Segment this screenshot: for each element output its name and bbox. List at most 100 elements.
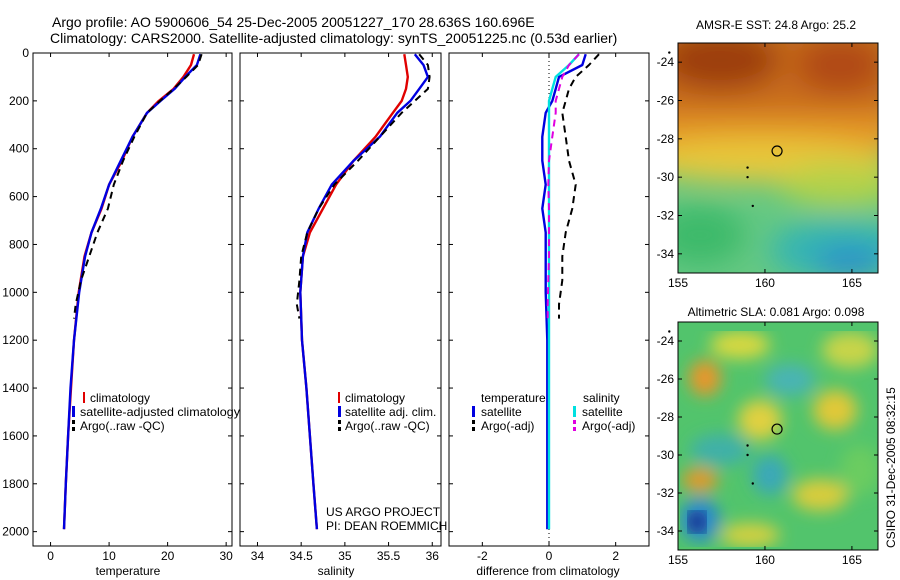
sla-orange-patch	[682, 468, 718, 492]
y-tick-label: -24	[657, 334, 675, 348]
sst-field	[678, 43, 878, 273]
series-line-argo-raw-qc	[73, 53, 203, 319]
legend-swatch-argo	[338, 420, 341, 424]
x-tick-label: 0	[47, 549, 54, 563]
y-tick-label: 1600	[2, 429, 29, 443]
panel-salinity: 34 34.5 35 35.5 36 salinity climatology sate…	[239, 52, 447, 578]
legend-label-satellite: satellite-adjusted climatology	[80, 405, 240, 419]
series-line-climatology	[62, 53, 196, 530]
y-tick-label: -34	[657, 247, 675, 261]
legend-label-temp-satellite: satellite	[481, 405, 522, 419]
legend-label-climatology: climatology	[345, 391, 405, 405]
y-tick-label: 0	[22, 46, 29, 60]
x-tick-label: 20	[161, 549, 175, 563]
sla-yellow-patch	[738, 400, 782, 440]
sla-cyan-patch	[690, 434, 750, 466]
legend-label-satellite: satellite adj. clim.	[345, 405, 436, 419]
x-tick-label: 35	[338, 549, 352, 563]
legend-label-argo: Argo(..raw -QC)	[345, 419, 430, 433]
x-tick-label: 30	[219, 549, 233, 563]
y-tick-label: 1200	[2, 333, 29, 347]
sst-map-title: AMSR-E SST: 24.8 Argo: 25.2	[696, 18, 856, 32]
sla-field	[678, 322, 878, 550]
track-point	[751, 482, 754, 485]
sst-yellow-green	[780, 163, 878, 207]
legend-swatch-temp-argo-2	[472, 427, 475, 431]
track-point	[746, 175, 749, 179]
project-credit: US ARGO PROJECT	[326, 505, 441, 519]
salinity-legend: climatology satellite adj. clim. Argo(..…	[338, 391, 436, 433]
x-tick-label: 155	[668, 553, 688, 567]
sla-orange-patch	[689, 360, 721, 396]
y-tick-label: -34	[657, 524, 675, 538]
legend-swatch-satellite	[338, 406, 341, 417]
y-tick-label: 1400	[2, 381, 29, 395]
x-tick-label: 155	[668, 276, 688, 290]
difference-xlabel: difference from climatology	[476, 564, 619, 578]
sla-map-title: Altimetric SLA: 0.081 Argo: 0.098	[688, 305, 865, 319]
sst-hot-core	[678, 43, 780, 90]
x-tick-label: 160	[755, 553, 775, 567]
series-line-climatology	[299, 54, 409, 530]
sla-yellow-patch	[720, 523, 780, 547]
y-tick-label: -26	[657, 94, 675, 108]
sla-cyan-patch	[765, 364, 815, 396]
salinity-xlabel: salinity	[318, 564, 355, 578]
sst-frame	[677, 42, 879, 274]
track-point	[746, 444, 749, 447]
legend-title-temperature: temperature	[481, 391, 546, 405]
x-tick-label: 35.5	[377, 549, 401, 563]
panel-salinity-frame	[239, 52, 442, 547]
x-tick-label: 165	[842, 553, 862, 567]
sla-yellow-patch	[822, 332, 878, 368]
sst-blue-zone	[815, 248, 878, 273]
y-tick-label: -26	[657, 372, 675, 386]
series-line-temperature-satellite	[541, 53, 587, 530]
argo-position-marker	[771, 145, 783, 157]
track-point	[751, 204, 754, 208]
sla-green-patch	[840, 445, 878, 495]
track-point	[668, 51, 671, 54]
legend-label-climatology: climatology	[90, 391, 150, 405]
csiro-stamp: CSIRO 31-Dec-2005 08:32:15	[884, 387, 898, 548]
temperature-plot: 0 10 20 30 0 200 400 600 800 1000 1200 1400 1600 1800…	[2, 46, 233, 563]
legend-swatch-argo-2	[338, 427, 341, 431]
legend-label-sal-argo: Argo(-adj)	[582, 419, 635, 433]
legend-swatch-argo-2	[72, 427, 75, 431]
series-line-satellite-adj-clim	[299, 53, 430, 530]
y-tick-label: 1800	[2, 477, 29, 491]
legend-swatch-argo	[72, 420, 75, 424]
legend-swatch-sal-argo	[573, 420, 576, 424]
sla-yellow-patch	[792, 479, 848, 511]
legend-swatch-sal-satellite	[573, 406, 576, 417]
difference-plot: -2 0 2	[449, 52, 649, 563]
legend-swatch-satellite	[72, 406, 75, 417]
y-tick-label: 400	[9, 142, 29, 156]
y-tick-label: -24	[657, 55, 675, 69]
legend-swatch-temp-argo	[472, 420, 475, 424]
x-tick-label: 10	[102, 549, 116, 563]
sst-map-panel: AMSR-E SST: 24.8 Argo: 25.2 155 160 165 -24…	[657, 18, 879, 290]
panel-temperature-frame	[32, 52, 233, 547]
sla-yellow-patch	[710, 331, 770, 359]
series-line-temperature-argo-adj	[558, 53, 600, 319]
series-line-salinity-argo-adj	[546, 53, 580, 319]
pi-credit: PI: DEAN ROEMMICH	[326, 519, 447, 533]
sst-hot-core-2	[795, 43, 878, 93]
sla-axes: 155 160 165 -24 -26 -28 -30 -32 -34	[657, 322, 878, 567]
y-tick-label: -28	[657, 132, 675, 146]
header-line-1: Argo profile: AO 5900606_54 25-Dec-2005 …	[52, 14, 535, 30]
y-tick-label: 800	[9, 237, 29, 251]
x-tick-label: 34.5	[289, 549, 313, 563]
panel-temperature: 0 10 20 30 0 200 400 600 800 1000 1200 1400 1600 1800…	[2, 46, 240, 578]
temperature-legend: climatology satellite-adjusted climatolo…	[72, 391, 240, 433]
sla-frame	[677, 321, 879, 551]
x-tick-label: 2	[612, 549, 619, 563]
sla-cyan-patch	[752, 455, 788, 495]
y-tick-label: 1000	[2, 285, 29, 299]
y-tick-label: 2000	[2, 525, 29, 539]
track-point	[668, 330, 671, 333]
legend-swatch-climatology	[83, 392, 85, 403]
sla-yellow-patch	[813, 390, 857, 430]
salinity-plot: 34 34.5 35 35.5 36	[240, 52, 441, 563]
